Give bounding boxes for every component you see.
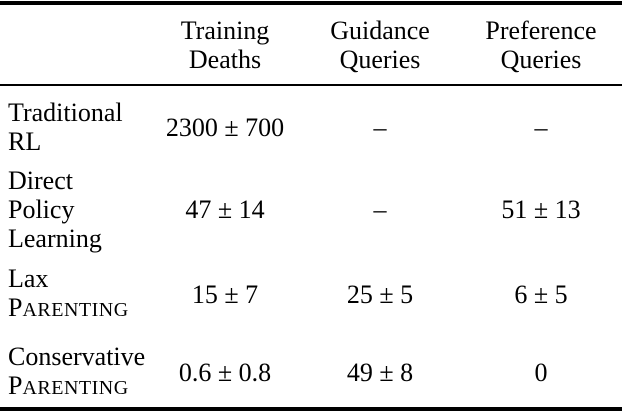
row-label-line: Conservative	[8, 342, 146, 371]
header-line: Queries	[339, 45, 421, 74]
row-label: Lax PARENTING	[0, 264, 150, 325]
row-label: Direct Policy Learning	[0, 166, 150, 253]
value-guidance-queries: –	[373, 112, 387, 142]
column-header-training-deaths: Training Deaths	[150, 16, 300, 74]
value-preference-queries: 6 ± 5	[514, 280, 568, 309]
value-preference-queries: 51 ± 13	[501, 195, 581, 224]
smallcaps-rest: ARENTING	[22, 299, 129, 321]
table-row-lax-parenting: Lax PARENTING 15 ± 7 25 ± 5 6 ± 5	[0, 264, 622, 325]
table-row-traditional-rl: Traditional RL 2300 ± 700 – –	[0, 86, 622, 156]
header-line: Queries	[500, 45, 582, 74]
value-training-deaths: 0.6 ± 0.8	[178, 358, 272, 387]
row-label-line-smallcaps: PARENTING	[8, 293, 150, 325]
row-label: Traditional RL	[0, 98, 150, 156]
table-header-row: Training Deaths Guidance Queries Prefere…	[0, 5, 622, 84]
row-label-line: Learning	[8, 224, 102, 253]
table-row-conservative-parenting: Conservative PARENTING 0.6 ± 0.8 49 ± 8 …	[0, 342, 622, 407]
table-mid-rule	[0, 84, 622, 86]
row-label-line: RL	[8, 127, 42, 156]
value-training-deaths: 2300 ± 700	[165, 112, 285, 142]
value-guidance-queries: 25 ± 5	[346, 280, 414, 309]
header-line: Training	[180, 16, 270, 45]
value-preference-queries: –	[534, 112, 548, 142]
value-guidance-queries: –	[373, 195, 387, 224]
table-bottom-rule	[0, 407, 622, 411]
header-line: Guidance	[330, 16, 430, 45]
column-header-guidance-queries: Guidance Queries	[300, 16, 460, 74]
header-line: Preference	[485, 16, 597, 45]
row-label-line: Policy	[8, 195, 75, 224]
header-line: Deaths	[188, 45, 262, 74]
row-label-line: Traditional	[8, 98, 123, 127]
smallcaps-initial: P	[8, 371, 23, 400]
table-top-rule	[0, 1, 622, 5]
table-row-direct-policy-learning: Direct Policy Learning 47 ± 14 – 51 ± 13	[0, 166, 622, 253]
row-label: Conservative PARENTING	[0, 342, 150, 403]
column-header-preference-queries: Preference Queries	[460, 16, 622, 74]
value-preference-queries: 0	[534, 358, 548, 387]
smallcaps-initial: P	[8, 293, 23, 322]
row-label-line-smallcaps: PARENTING	[8, 371, 150, 403]
value-training-deaths: 15 ± 7	[191, 280, 259, 309]
value-training-deaths: 47 ± 14	[185, 195, 265, 224]
row-label-line: Lax	[8, 264, 49, 293]
smallcaps-rest: ARENTING	[22, 377, 129, 399]
row-label-line: Direct	[8, 166, 73, 195]
value-guidance-queries: 49 ± 8	[346, 358, 414, 387]
